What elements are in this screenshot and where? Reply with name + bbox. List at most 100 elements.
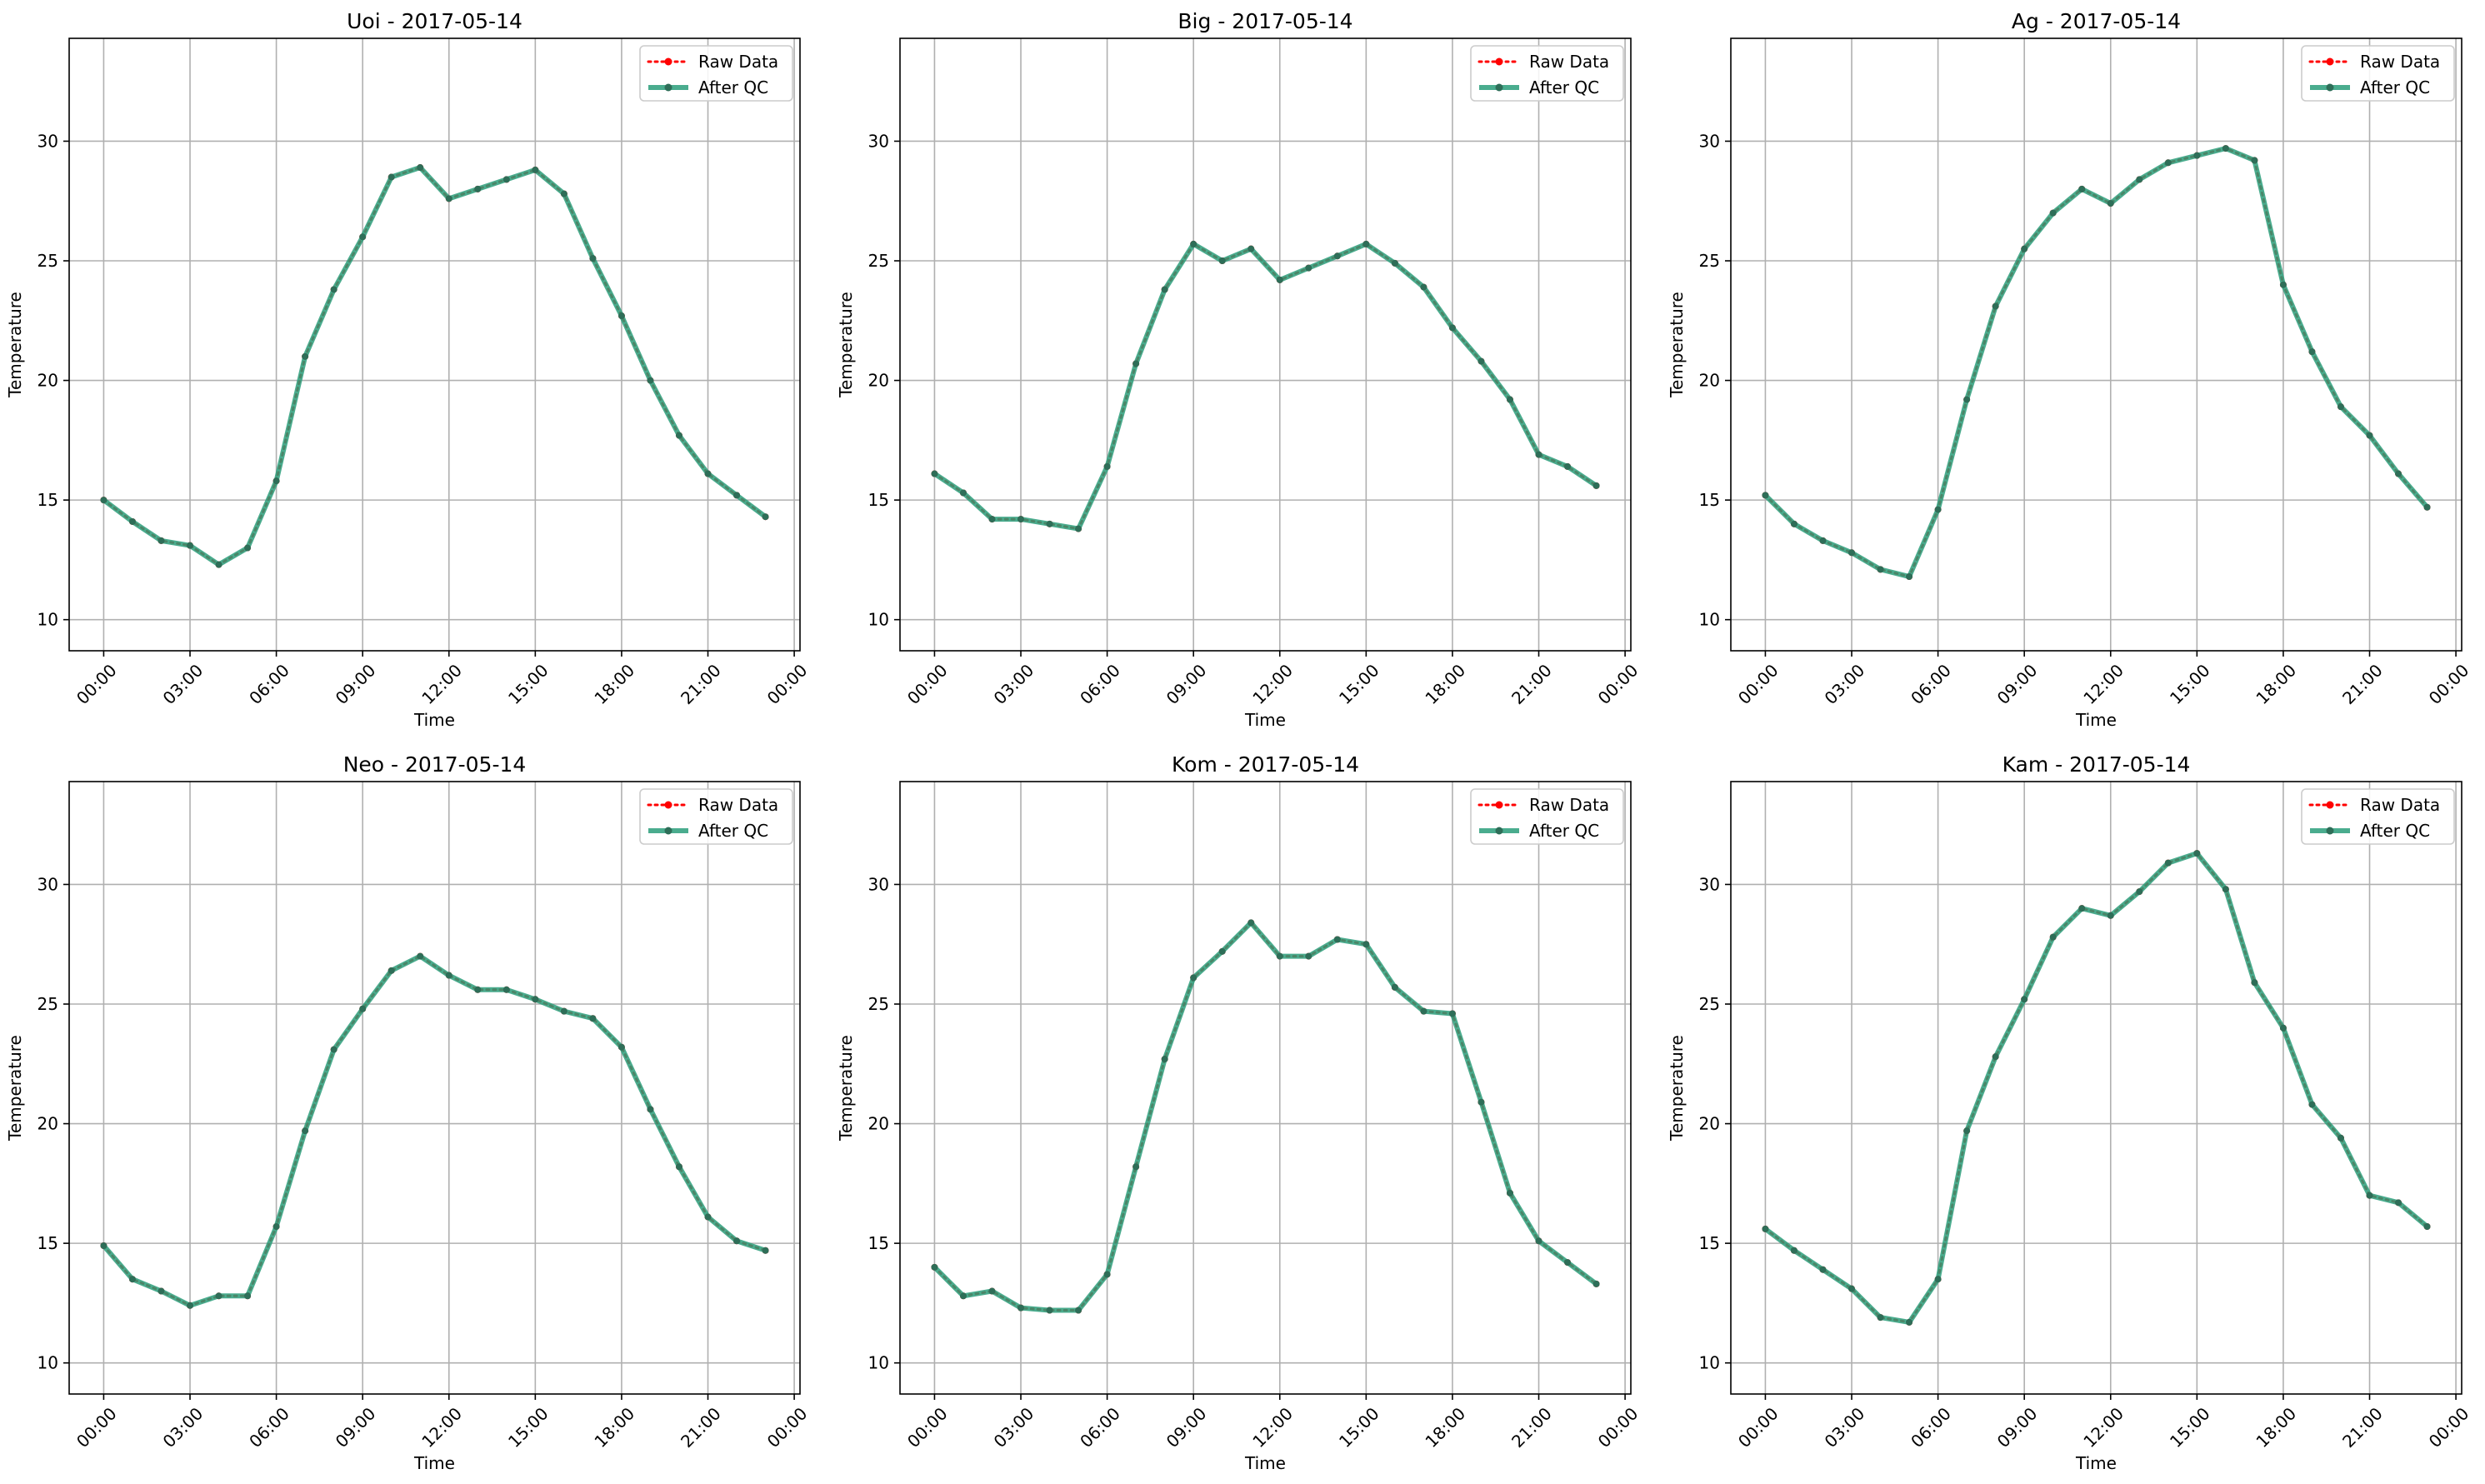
x-axis-label: Time [1244,710,1286,730]
x-tick-label: 15:00 [1335,660,1383,708]
y-tick-label: 30 [38,874,58,894]
x-tick-label: 15:00 [504,660,552,708]
x-tick-label: 09:00 [1162,660,1211,708]
legend-marker-raw-data [2326,57,2334,66]
data-point-after-qc [1362,240,1370,247]
x-tick-label: 06:00 [1076,660,1124,708]
data-point-after-qc [704,1213,712,1221]
data-point-after-qc [2021,245,2028,252]
data-point-after-qc [388,967,395,974]
y-tick-label: 30 [1699,131,1720,151]
data-point-after-qc [2308,1101,2316,1108]
data-point-after-qc [2279,281,2287,288]
data-point-after-qc [1161,1056,1168,1063]
data-point-after-qc [2251,157,2258,164]
data-point-after-qc [2366,432,2373,439]
data-point-after-qc [988,1287,996,1295]
data-point-after-qc [2308,348,2316,356]
data-point-after-qc [302,352,309,360]
x-tick-label: 00:00 [1594,1403,1642,1452]
legend-marker-after-qc [2326,827,2334,835]
y-tick-label: 20 [38,371,58,391]
x-tick-label: 21:00 [2338,1403,2387,1452]
data-point-after-qc [1506,396,1513,403]
data-point-after-qc [445,972,452,979]
data-point-after-qc [1992,302,1999,310]
y-axis-label: Temperature [836,1035,856,1142]
data-point-after-qc [1877,1314,1884,1322]
data-point-after-qc [1535,1237,1542,1245]
x-tick-label: 03:00 [1821,660,1869,708]
x-tick-label: 00:00 [1734,660,1782,708]
y-tick-label: 30 [868,131,889,151]
x-axis-label: Time [2075,710,2117,730]
data-point-after-qc [1877,566,1884,573]
x-tick-label: 12:00 [418,1403,466,1452]
data-point-after-qc [1790,1247,1798,1254]
x-axis-label: Time [2075,1453,2117,1473]
data-point-after-qc [187,542,194,549]
data-point-after-qc [2078,905,2086,912]
x-tick-label: 15:00 [2166,1403,2214,1452]
data-point-after-qc [2337,1134,2344,1142]
data-point-after-qc [1276,276,1283,283]
data-point-after-qc [244,1292,252,1300]
y-tick-label: 25 [868,994,889,1014]
x-tick-label: 18:00 [2252,660,2300,708]
data-point-after-qc [215,561,222,568]
data-point-after-qc [1535,451,1542,458]
x-tick-label: 21:00 [677,660,725,708]
data-point-after-qc [2193,152,2201,159]
y-tick-label: 20 [1699,1114,1720,1134]
legend-marker-after-qc [1495,827,1503,835]
y-tick-label: 10 [868,1353,889,1373]
chart-panel: 10 15 20 25 30 00:00 03:00 06:00 09:00 12:00 15:00… [1667,752,2472,1473]
data-point-after-qc [330,1046,338,1053]
y-tick-label: 20 [1699,371,1720,391]
y-axis-label: Temperature [1667,1035,1687,1142]
x-tick-label: 12:00 [2079,660,2128,708]
y-tick-label: 25 [1699,251,1720,271]
data-point-after-qc [1762,1225,1769,1232]
chart-title: Kom - 2017-05-14 [1172,752,1359,777]
x-tick-label: 21:00 [677,1403,725,1452]
data-point-after-qc [1103,1271,1111,1278]
x-tick-label: 12:00 [1248,660,1297,708]
data-point-after-qc [1046,520,1053,527]
data-point-after-qc [931,470,938,477]
y-tick-label: 25 [868,251,889,271]
data-point-after-qc [762,513,769,521]
x-tick-label: 00:00 [903,1403,952,1452]
data-point-after-qc [1103,462,1111,470]
data-point-after-qc [1848,1285,1856,1292]
x-tick-label: 03:00 [1821,1403,1869,1452]
data-point-after-qc [1333,252,1341,260]
y-tick-label: 10 [1699,1353,1720,1373]
data-point-after-qc [1790,520,1798,527]
data-point-after-qc [2395,1199,2402,1207]
series-line-after-qc [101,953,768,1308]
x-tick-label: 00:00 [763,1403,812,1452]
data-point-after-qc [2107,200,2114,207]
y-tick-label: 30 [38,131,58,151]
data-point-after-qc [158,537,165,544]
y-axis-label: Temperature [5,292,25,398]
x-tick-label: 00:00 [1594,660,1642,708]
plot-area [1731,38,2462,651]
data-point-after-qc [244,544,252,552]
data-point-after-qc [1478,1098,1485,1106]
x-tick-label: 21:00 [2338,660,2387,708]
y-axis-label: Temperature [1667,292,1687,398]
data-point-after-qc [1963,396,1971,403]
data-point-after-qc [2021,996,2028,1003]
data-point-after-qc [532,996,539,1003]
data-point-after-qc [2279,1024,2287,1032]
data-point-after-qc [1218,947,1226,955]
data-point-after-qc [2164,159,2172,167]
data-point-after-qc [302,1127,309,1135]
axes-frame [68,781,801,1395]
data-point-after-qc [2193,850,2201,857]
chart-title: Neo - 2017-05-14 [343,752,527,777]
data-point-after-qc [647,1106,654,1113]
